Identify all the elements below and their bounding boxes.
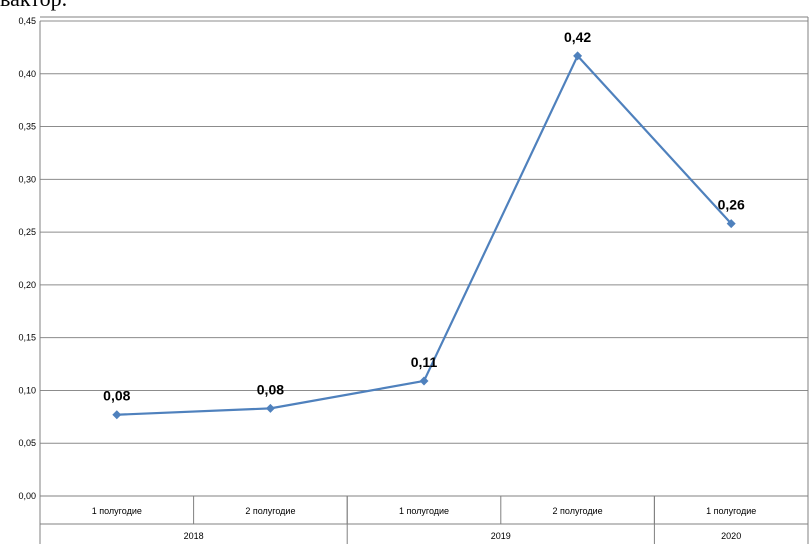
data-label: 0,26 [718,197,745,213]
y-tick-label: 0,20 [18,280,36,290]
category-label: 1 полугодие [399,506,449,516]
y-tick-label: 0,00 [18,491,36,501]
category-label: 2 полугодие [245,506,295,516]
data-point [265,403,275,413]
data-label: 0,11 [411,354,438,370]
caption-fragment: вактор. [0,0,67,12]
data-point [726,219,736,229]
y-tick-label: 0,15 [18,333,36,343]
y-tick-label: 0,35 [18,122,36,132]
data-point [573,51,583,61]
y-tick-label: 0,30 [18,174,36,184]
group-label: 2020 [721,531,741,541]
y-tick-label: 0,45 [18,16,36,26]
y-tick-label: 0,05 [18,438,36,448]
category-label: 2 полугодие [553,506,603,516]
group-label: 2019 [491,531,511,541]
gridlines [40,20,808,497]
series-group [112,51,736,420]
data-labels: 0,08 0,08 0,11 0,42 0,26 [103,29,745,404]
category-label: 1 полугодие [706,506,756,516]
data-label: 0,08 [103,388,130,404]
data-label: 0,42 [564,29,591,45]
data-point [419,376,429,386]
y-tick-label: 0,40 [18,69,36,79]
data-point [112,410,122,420]
data-label: 0,08 [257,381,284,397]
y-tick-label: 0,25 [18,227,36,237]
x-axis: 1 полугодие 2 полугодие 1 полугодие 2 полуг… [39,16,809,544]
category-label: 1 полугодие [92,506,142,516]
group-label: 2018 [184,531,204,541]
y-tick-label: 0,10 [18,385,36,395]
y-axis-ticks: 0,00 0,05 0,10 0,15 0,20 0,25 0,30 0,35 0,40 0,45 [18,16,36,501]
